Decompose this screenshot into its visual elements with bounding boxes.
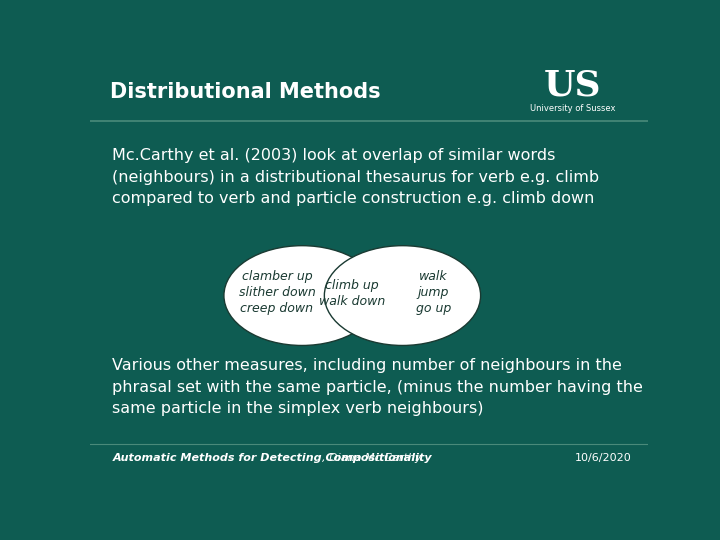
Text: jump: jump — [418, 286, 449, 299]
Text: climb up: climb up — [325, 279, 379, 292]
Text: Mc.Carthy et al. (2003) look at overlap of similar words
(neighbours) in a distr: Mc.Carthy et al. (2003) look at overlap … — [112, 148, 600, 206]
Text: Automatic Methods for Detecting Compositionality: Automatic Methods for Detecting Composit… — [112, 453, 432, 463]
Text: 10/6/2020: 10/6/2020 — [575, 453, 631, 463]
Text: slither down: slither down — [238, 286, 315, 299]
Text: US: US — [544, 69, 601, 103]
Text: clamber up: clamber up — [242, 271, 312, 284]
Text: walk: walk — [419, 271, 448, 284]
Text: Distributional Methods: Distributional Methods — [109, 82, 380, 102]
Text: creep down: creep down — [240, 302, 313, 315]
Ellipse shape — [224, 246, 380, 346]
Ellipse shape — [324, 246, 481, 346]
Text: University of Sussex: University of Sussex — [530, 104, 616, 113]
Text: go up: go up — [415, 302, 451, 315]
Text: , Diana Mc.Carthy: , Diana Mc.Carthy — [322, 453, 421, 463]
Text: walk down: walk down — [319, 295, 385, 308]
Text: Various other measures, including number of neighbours in the
phrasal set with t: Various other measures, including number… — [112, 358, 643, 416]
